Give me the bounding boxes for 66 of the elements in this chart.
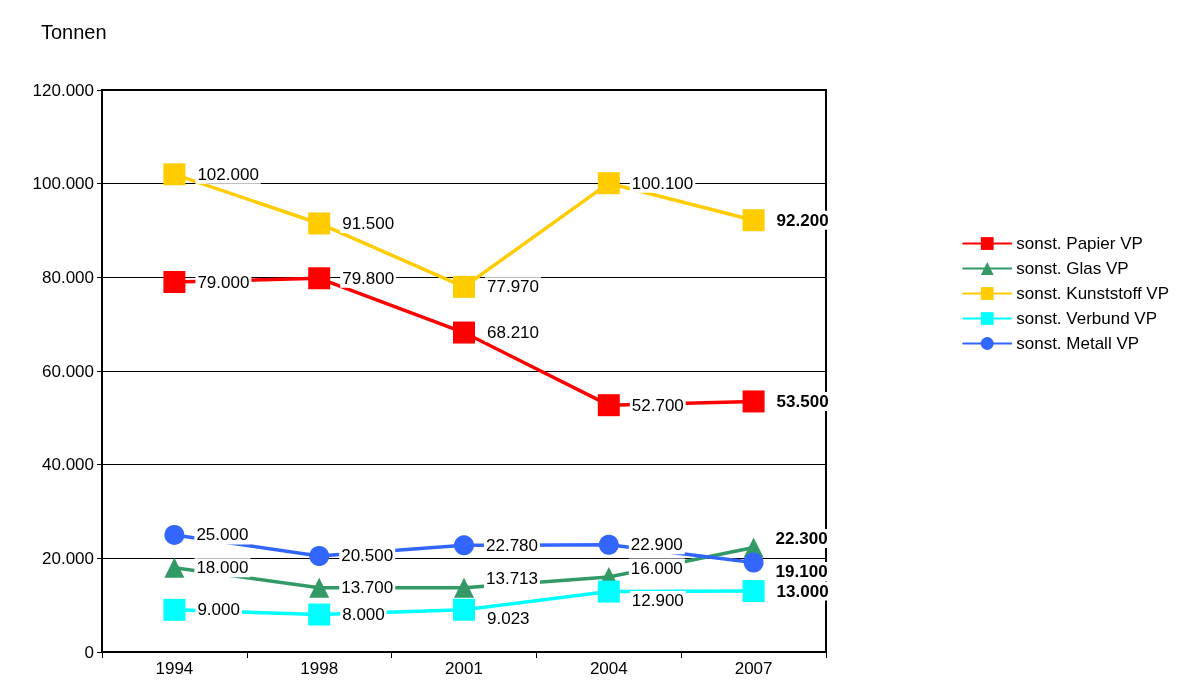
legend-label: sonst. Glas VP — [1016, 259, 1129, 278]
x-tick-label: 1994 — [155, 659, 194, 678]
legend-label: sonst. Papier VP — [1016, 234, 1143, 253]
point — [309, 577, 330, 598]
data-label: 22.900 — [630, 535, 683, 555]
y-tick-label: 100.000 — [32, 174, 94, 194]
point — [163, 271, 186, 294]
y-tick-label: 0 — [84, 642, 94, 662]
point — [743, 552, 764, 573]
point — [454, 535, 474, 556]
data-label: 19.100 — [775, 562, 828, 582]
x-tick-label: 2001 — [445, 659, 483, 678]
y-tick-label: 80.000 — [42, 267, 94, 287]
point — [597, 172, 620, 195]
data-label: 22.300 — [775, 529, 828, 549]
data-label: 91.500 — [342, 213, 395, 233]
legend-label: sonst. Kunststoff VP — [1016, 284, 1170, 303]
data-label: 9.023 — [487, 609, 530, 629]
legend-label: sonst. Metall VP — [1016, 334, 1140, 353]
data-label: 79.000 — [197, 272, 250, 292]
data-label: 77.970 — [487, 277, 539, 297]
point — [742, 580, 765, 603]
point — [453, 275, 475, 298]
y-tick-label: 40.000 — [42, 455, 94, 475]
x-tick-label: 2007 — [734, 659, 773, 678]
data-label: 13.000 — [776, 581, 829, 601]
point — [742, 390, 765, 413]
point — [742, 209, 765, 232]
point — [308, 603, 331, 626]
x-tick-label: 2004 — [589, 659, 628, 678]
point — [163, 163, 186, 186]
data-label: 92.200 — [776, 210, 829, 230]
point — [308, 212, 331, 235]
data-label: 13.700 — [341, 578, 394, 598]
data-label: 22.780 — [486, 535, 538, 555]
y-axis-title: Tonnen — [41, 21, 107, 43]
data-label: 18.000 — [196, 558, 249, 578]
data-label: 100.100 — [631, 173, 694, 193]
point — [308, 267, 331, 290]
data-label: 9.000 — [197, 600, 240, 620]
point — [598, 534, 619, 555]
point — [163, 598, 186, 621]
point — [164, 557, 185, 578]
point — [454, 577, 474, 598]
point — [453, 321, 475, 344]
data-label: 53.500 — [776, 391, 829, 411]
data-label: 102.000 — [197, 164, 259, 184]
data-label: 79.800 — [342, 268, 395, 288]
y-tick-label: 120.000 — [32, 80, 94, 100]
data-label: 52.700 — [631, 395, 684, 415]
point — [164, 524, 185, 545]
data-label: 20.500 — [341, 546, 394, 566]
data-label: 8.000 — [342, 605, 385, 625]
point — [597, 394, 620, 417]
legend-label: sonst. Verbund VP — [1016, 309, 1158, 328]
point — [597, 580, 620, 603]
data-label: 12.900 — [631, 591, 684, 611]
y-tick-label: 60.000 — [42, 361, 94, 381]
y-tick-label: 20.000 — [42, 548, 94, 568]
x-tick-label: 1998 — [300, 659, 339, 678]
data-label: 25.000 — [196, 525, 249, 545]
data-label: 13.713 — [486, 569, 538, 589]
point — [453, 598, 475, 621]
point — [309, 546, 330, 566]
data-label: 68.210 — [487, 323, 539, 343]
data-label: 16.000 — [630, 558, 683, 578]
